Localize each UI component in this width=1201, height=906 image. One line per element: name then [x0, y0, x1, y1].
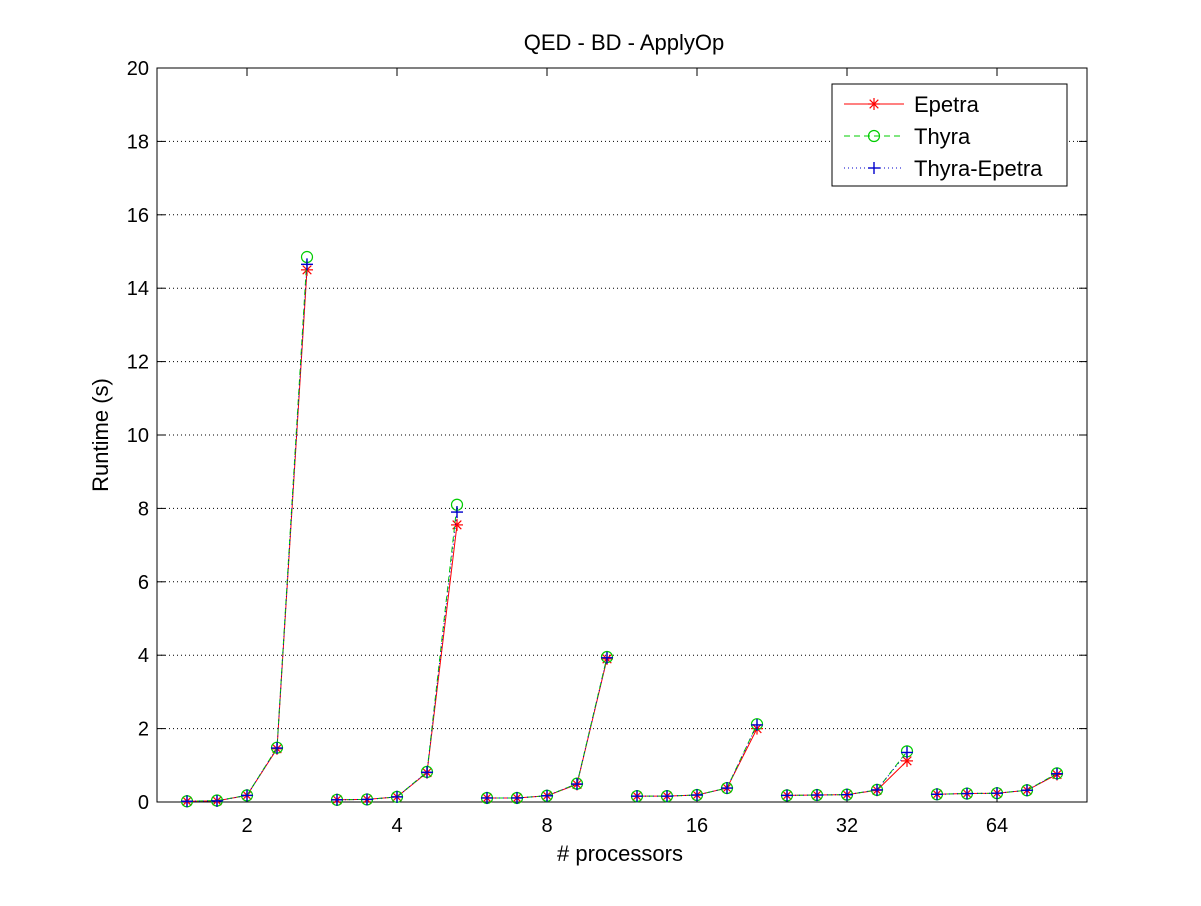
x-tick-label: 8: [541, 815, 552, 837]
x-tick-label: 16: [686, 815, 708, 837]
series-thyra-epetra-point: [1021, 784, 1033, 797]
legend-label: Epetra: [914, 92, 980, 117]
x-tick-label: 64: [986, 815, 1008, 837]
y-tick-label: 8: [138, 498, 149, 520]
series-layer: [180, 250, 1064, 808]
series-thyra-epetra-point: [661, 790, 673, 803]
series-thyra-epetra-point: [631, 790, 643, 803]
series-thyra-epetra-point: [541, 789, 553, 802]
series-thyra-epetra-point: [241, 789, 253, 802]
series-thyra-epetra-point: [721, 782, 733, 795]
series-thyra-epetra-point: [301, 258, 313, 271]
y-tick-label: 4: [138, 645, 149, 667]
y-tick-label: 10: [127, 425, 149, 447]
series-thyra-epetra-point: [901, 746, 913, 759]
legend-label: Thyra-Epetra: [914, 156, 1043, 181]
axis-ticks: 0 2 4 6 8 10 12 14 16 18 20 2 4 8 16 32 64: [127, 58, 1087, 837]
legend: Epetra Thyra Thyra-Epetra: [831, 83, 1068, 187]
grid-lines: [157, 140, 1087, 730]
y-tick-label: 2: [138, 719, 149, 741]
x-tick-label: 32: [836, 815, 858, 837]
y-tick-label: 16: [127, 205, 149, 227]
series-thyra-epetra-point: [841, 788, 853, 801]
series-thyra-epetra-point: [511, 791, 523, 804]
series-thyra-epetra-point: [751, 718, 763, 731]
y-tick-label: 20: [127, 58, 149, 80]
series-thyra-epetra-point: [331, 793, 343, 806]
series-thyra-epetra-point: [271, 742, 283, 755]
series-epetra-point: [451, 518, 463, 531]
series-thyra-epetra-point: [961, 787, 973, 800]
series-thyra-epetra-point: [991, 787, 1003, 800]
series-thyra-epetra-point: [601, 651, 613, 664]
series-thyra-epetra-point: [391, 790, 403, 803]
legend-marker-d2: [869, 99, 879, 109]
y-tick-label: 0: [138, 792, 149, 814]
y-axis-label: Runtime (s): [88, 378, 113, 492]
legend-marker: [868, 162, 880, 174]
x-tick-label: 2: [241, 815, 252, 837]
series-epetra-point: [901, 754, 913, 767]
chart-title: QED - BD - ApplyOp: [524, 30, 725, 55]
y-tick-label: 12: [127, 352, 149, 374]
series-thyra-epetra-point: [1051, 767, 1063, 780]
legend-marker: [868, 98, 880, 110]
legend-label: Thyra: [914, 124, 971, 149]
series-thyra-epetra-point: [871, 783, 883, 796]
series-thyra-epetra-point: [211, 794, 223, 807]
y-tick-label: 18: [127, 131, 149, 153]
series-thyra-epetra-point: [181, 795, 193, 808]
series-thyra-epetra-point: [811, 789, 823, 802]
series-thyra-epetra: [181, 258, 1063, 808]
x-tick-label: 4: [391, 815, 402, 837]
series-epetra-point-d2: [902, 756, 912, 766]
series-thyra-epetra-point: [781, 789, 793, 802]
series-thyra-epetra-point: [361, 793, 373, 806]
series-thyra-epetra-point: [571, 778, 583, 791]
y-tick-label: 14: [127, 278, 149, 300]
series-thyra-epetra-point: [691, 789, 703, 802]
legend-marker: [867, 129, 881, 143]
series-thyra-epetra-point: [451, 506, 463, 519]
series-thyra-epetra-point: [481, 791, 493, 804]
x-axis-label: # processors: [557, 841, 683, 866]
series-thyra-epetra-point: [931, 788, 943, 801]
y-tick-label: 6: [138, 572, 149, 594]
series-thyra-epetra-point: [421, 766, 433, 779]
